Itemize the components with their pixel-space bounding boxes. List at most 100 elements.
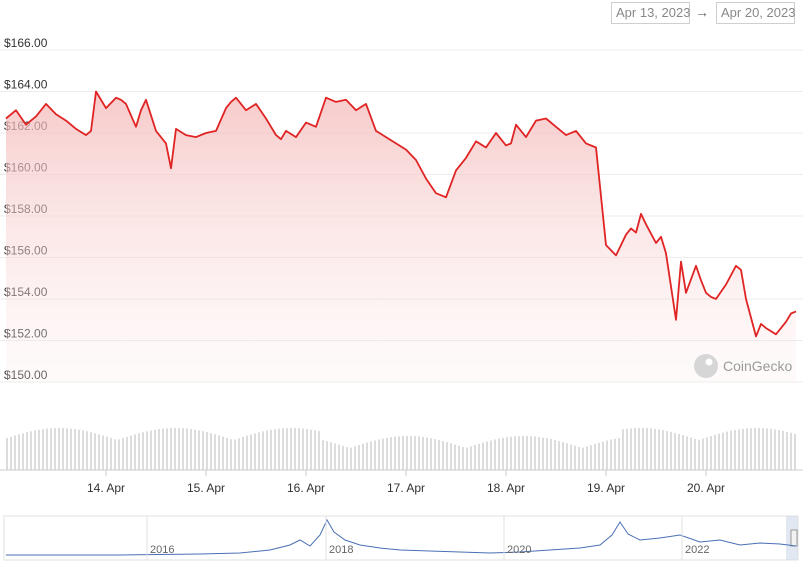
volume-bar — [458, 445, 460, 470]
volume-bar — [386, 437, 388, 470]
volume-bar — [510, 436, 512, 470]
volume-bar — [574, 445, 576, 470]
volume-bar — [438, 440, 440, 470]
volume-bar — [734, 429, 736, 470]
date-range-arrow-icon: → — [695, 4, 709, 20]
volume-bar — [174, 428, 176, 470]
volume-bar — [646, 428, 648, 470]
volume-bar — [666, 430, 668, 470]
date-range-end[interactable]: Apr 20, 2023 — [716, 2, 795, 24]
volume-bar — [242, 436, 244, 470]
price-line — [5, 90, 797, 338]
volume-bar — [410, 436, 412, 470]
volume-bar — [662, 430, 664, 470]
volume-bar — [614, 438, 616, 470]
volume-bar — [606, 440, 608, 470]
volume-bar — [282, 428, 284, 470]
volume-bar — [178, 428, 180, 470]
volume-bar — [750, 428, 752, 470]
x-tick-label: 18. Apr — [487, 481, 525, 495]
volume-bar — [34, 430, 36, 470]
volume-bar — [42, 429, 44, 470]
volume-bar — [370, 441, 372, 470]
volume-bar — [470, 446, 472, 470]
volume-bar — [506, 437, 508, 470]
volume-bar — [690, 437, 692, 470]
volume-bar — [114, 439, 116, 470]
x-tick-label: 16. Apr — [287, 481, 325, 495]
volume-bar — [670, 431, 672, 470]
range-navigator[interactable]: 2016 2018 2020 2022 — [3, 515, 799, 561]
volume-bar — [26, 432, 28, 470]
volume-bar — [258, 432, 260, 470]
volume-bar — [498, 438, 500, 470]
volume-bar — [298, 428, 300, 470]
navigator-year-label: 2016 — [150, 544, 174, 556]
volume-bar — [314, 430, 316, 470]
volume-bar — [262, 431, 264, 470]
navigator-years: 2016 2018 2020 2022 — [146, 516, 709, 560]
volume-bar — [742, 428, 744, 470]
volume-bar — [462, 447, 464, 470]
volume-bar — [86, 431, 88, 470]
x-tick-label: 20. Apr — [687, 481, 725, 495]
volume-bar — [578, 446, 580, 470]
volume-bar — [626, 428, 628, 470]
volume-bar — [78, 429, 80, 470]
volume-bar — [66, 428, 68, 470]
volume-bar — [718, 433, 720, 470]
coingecko-watermark: CoinGecko — [694, 354, 792, 378]
volume-bar — [514, 436, 516, 470]
volume-bar — [730, 430, 732, 470]
volume-bar — [234, 439, 236, 470]
volume-bar — [702, 438, 704, 470]
volume-bar — [794, 433, 796, 470]
volume-bar — [686, 436, 688, 470]
volume-bar — [482, 442, 484, 470]
volume-bar — [158, 429, 160, 470]
volume-bar — [390, 437, 392, 470]
volume-bar — [706, 437, 708, 470]
volume-bar — [54, 428, 56, 470]
volume-bar — [246, 435, 248, 470]
volume-bar — [446, 442, 448, 470]
volume-bar — [10, 436, 12, 470]
gecko-eye-icon — [705, 358, 713, 366]
volume-bar — [342, 445, 344, 470]
volume-bar — [326, 441, 328, 470]
volume-bar — [166, 428, 168, 470]
volume-bar — [74, 429, 76, 470]
navigator-handle[interactable] — [790, 529, 798, 547]
volume-bar — [190, 429, 192, 470]
volume-bar — [266, 430, 268, 470]
volume-bar — [454, 444, 456, 470]
volume-bar — [130, 435, 132, 470]
volume-bar — [106, 436, 108, 470]
volume-bar — [18, 434, 20, 470]
navigator-history-line — [6, 518, 797, 556]
navigator-year-label: 2020 — [507, 544, 531, 556]
volume-bar — [738, 429, 740, 470]
price-area — [6, 91, 796, 382]
volume-bar — [778, 430, 780, 470]
volume-bar — [322, 440, 324, 470]
volume-bar — [346, 447, 348, 470]
volume-bar — [770, 428, 772, 470]
volume-bar — [406, 436, 408, 470]
volume-bar — [210, 433, 212, 470]
volume-bar — [418, 436, 420, 470]
volume-bar — [162, 428, 164, 470]
volume-bar — [14, 435, 16, 470]
volume-bar — [302, 428, 304, 470]
volume-bar — [70, 428, 72, 470]
volume-bar — [218, 435, 220, 470]
volume-bar — [330, 442, 332, 470]
navigator-frame — [3, 515, 799, 561]
volume-bar — [450, 443, 452, 470]
date-range-start[interactable]: Apr 13, 2023 — [611, 2, 690, 24]
volume-bar — [478, 443, 480, 470]
volume-bar — [6, 438, 8, 470]
volume-bar — [714, 434, 716, 470]
volume-bar — [710, 436, 712, 470]
volume-bar — [534, 436, 536, 470]
